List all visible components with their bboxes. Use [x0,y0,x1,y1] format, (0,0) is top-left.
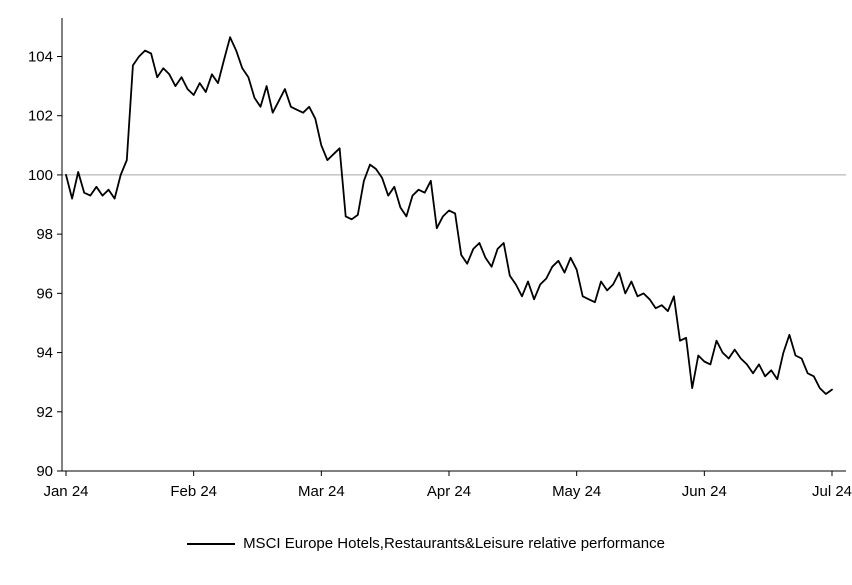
y-tick-label: 100 [28,167,53,184]
y-tick-label: 102 [28,108,53,125]
x-tick-label: May 24 [552,483,601,500]
x-tick-label: Jun 24 [682,483,727,500]
legend-label: MSCI Europe Hotels,Restaurants&Leisure r… [243,535,665,552]
x-tick-label: Feb 24 [170,483,217,500]
y-tick-label: 98 [36,226,53,243]
y-tick-label: 90 [36,463,53,480]
x-tick-label: Mar 24 [298,483,345,500]
y-tick-label: 92 [36,404,53,421]
x-tick-label: Jan 24 [43,483,88,500]
line-chart-plot: 90 92 94 96 98 100 102 104 Jan 24 Feb 24 Mar 24 Apr… [28,18,852,500]
y-tick-label: 94 [36,345,53,362]
performance-line-series [65,36,833,395]
y-tick-label: 104 [28,48,53,65]
legend: MSCI Europe Hotels,Restaurants&Leisure r… [0,535,852,552]
legend-line-sample-icon [187,542,236,545]
x-tick-label: Apr 24 [427,483,471,500]
y-tick-label: 96 [36,285,53,302]
x-tick-label: Jul 24 [812,483,852,500]
